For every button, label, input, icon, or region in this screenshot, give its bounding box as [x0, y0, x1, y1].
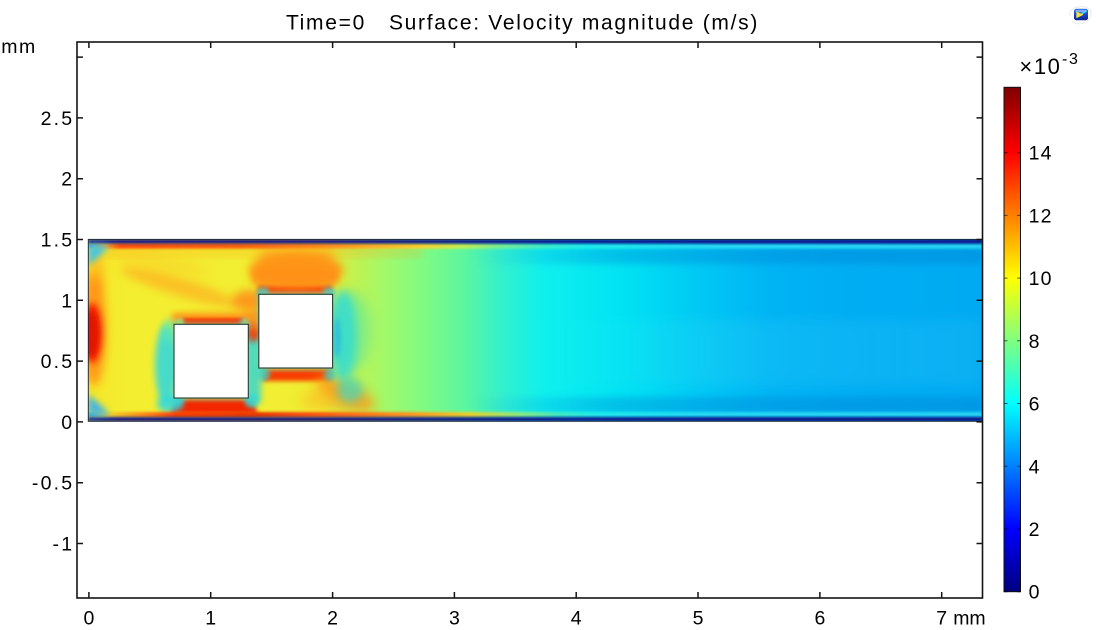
- svg-text:0: 0: [1029, 582, 1041, 604]
- svg-text:2: 2: [1029, 519, 1041, 541]
- svg-text:2.5: 2.5: [41, 108, 75, 130]
- svg-text:mm: mm: [1, 36, 37, 58]
- svg-text:2: 2: [61, 169, 74, 191]
- svg-text:6: 6: [814, 608, 825, 630]
- svg-text:1.5: 1.5: [41, 230, 75, 252]
- svg-text:5: 5: [693, 608, 704, 630]
- svg-text:0: 0: [83, 608, 94, 630]
- svg-text:1: 1: [61, 290, 74, 312]
- svg-text:mm: mm: [953, 608, 986, 630]
- svg-text:12: 12: [1029, 205, 1053, 227]
- svg-text:0.5: 0.5: [41, 351, 75, 373]
- svg-text:10: 10: [1029, 268, 1053, 290]
- svg-text:-1: -1: [53, 534, 75, 556]
- svg-text:2: 2: [327, 608, 338, 630]
- svg-text:-0.5: -0.5: [32, 473, 74, 495]
- svg-text:4: 4: [571, 608, 582, 630]
- svg-text:14: 14: [1029, 143, 1053, 165]
- svg-text:1: 1: [205, 608, 216, 630]
- svg-text:8: 8: [1029, 331, 1041, 353]
- svg-text:6: 6: [1029, 394, 1041, 416]
- svg-text:0: 0: [61, 412, 74, 434]
- svg-text:4: 4: [1029, 456, 1041, 478]
- svg-text:7: 7: [936, 608, 947, 630]
- svg-text:3: 3: [449, 608, 460, 630]
